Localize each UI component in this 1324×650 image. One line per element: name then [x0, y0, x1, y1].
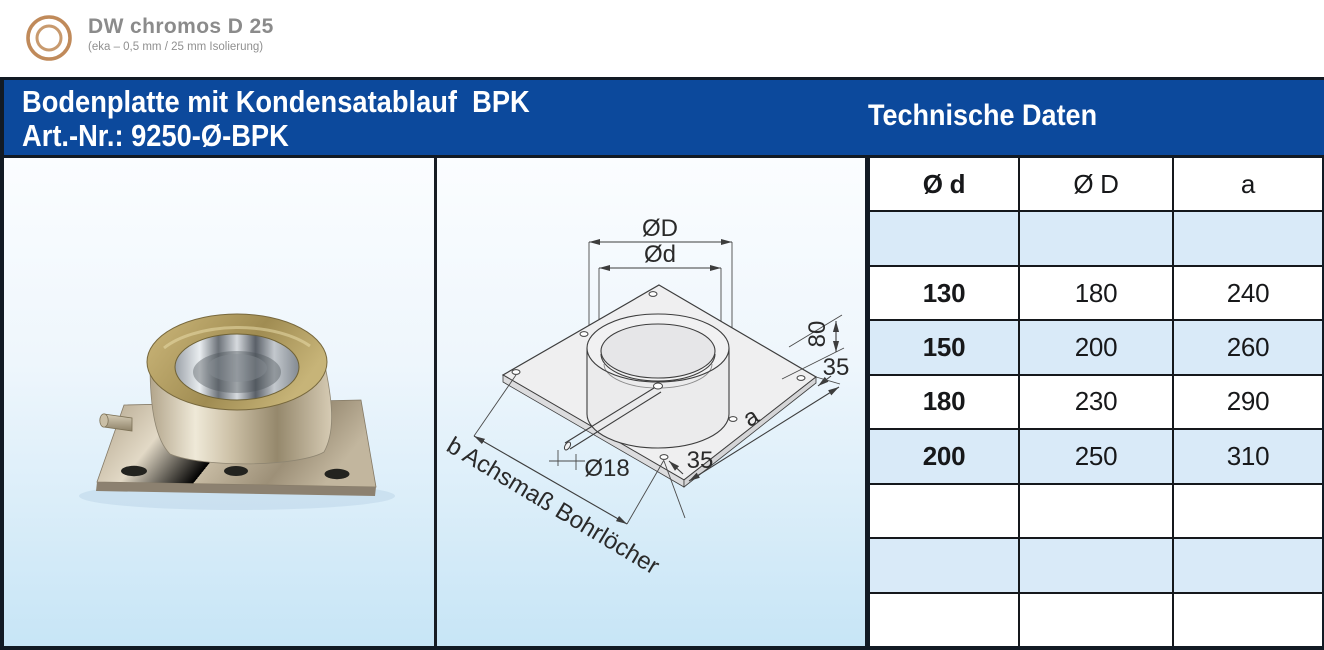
brand-bar: DW chromos D 25 (eka – 0,5 mm / 25 mm Is… — [0, 0, 1324, 77]
brand-subtitle: (eka – 0,5 mm / 25 mm Isolierung) — [88, 41, 264, 53]
table-cell — [870, 593, 1020, 646]
column-header-D: Ø D — [1020, 158, 1174, 211]
table-cell — [1174, 594, 1322, 646]
table-cell: 180 — [1020, 266, 1174, 320]
table-cell: 290 — [1226, 386, 1270, 417]
table-cell: 200 — [1020, 321, 1174, 374]
content-area: ØD Ød 80 35 a 35 Ø18 b Achsmaß Bohrlöche… — [0, 158, 1324, 650]
table-cell — [1174, 212, 1322, 264]
label-drain-diameter: Ø18 — [584, 455, 629, 482]
label-inner-diameter: Ød — [644, 241, 676, 268]
table-cell — [1174, 539, 1322, 591]
spec-table: Ø d Ø D a 130 180 240 150 200 260 180 — [870, 158, 1324, 646]
table-row: 180 230 290 — [870, 375, 1322, 431]
technical-data-title: Technische Daten — [868, 99, 1098, 132]
brand-name: DW chromos D 25 — [88, 15, 274, 38]
table-row — [870, 539, 1322, 594]
technical-drawing-panel: ØD Ød 80 35 a 35 Ø18 b Achsmaß Bohrlöche… — [437, 158, 870, 646]
article-number: Art.-Nr.: 9250-Ø-BPK — [22, 118, 289, 153]
label-collar-height: 80 — [804, 321, 831, 348]
table-row: 130 180 240 — [870, 266, 1322, 322]
table-cell — [1020, 539, 1174, 592]
table-header-row: Ø d Ø D a — [870, 158, 1322, 213]
label-corner-offset-bottom: 35 — [687, 447, 714, 474]
table-cell — [1020, 212, 1174, 265]
table-cell — [1174, 485, 1322, 537]
table-cell: 200 — [870, 430, 1020, 483]
table-cell: 260 — [1226, 332, 1270, 363]
technical-drawing: ØD Ød 80 35 a 35 Ø18 b Achsmaß Bohrlöche… — [442, 215, 850, 580]
table-row: 150 200 260 — [870, 321, 1322, 376]
label-outer-diameter: ØD — [642, 215, 678, 242]
table-row — [870, 484, 1322, 540]
product-photo-panel — [4, 158, 437, 646]
table-cell: 250 — [1020, 430, 1174, 483]
table-cell: 230 — [1020, 375, 1174, 429]
table-cell — [870, 212, 1020, 265]
table-cell — [870, 539, 1020, 592]
label-corner-offset-right: 35 — [823, 354, 850, 381]
table-cell — [1020, 484, 1174, 538]
table-row — [870, 212, 1322, 267]
column-header-d: Ø d — [870, 158, 1020, 211]
table-cell: 310 — [1226, 440, 1270, 471]
table-cell — [870, 484, 1020, 538]
table-row — [870, 593, 1322, 646]
column-header-a: a — [1240, 168, 1256, 199]
table-cell: 150 — [870, 321, 1020, 374]
table-cell: 130 — [870, 266, 1020, 320]
table-cell: 240 — [1226, 277, 1270, 308]
title-bar: Bodenplatte mit Kondensatablauf BPK Art.… — [0, 77, 1324, 158]
table-cell — [1020, 593, 1174, 646]
table-cell: 180 — [870, 375, 1020, 429]
table-row: 200 250 310 — [870, 430, 1322, 485]
product-photo — [79, 313, 395, 510]
product-title: Bodenplatte mit Kondensatablauf BPK — [22, 84, 530, 119]
brand-logo-rings-icon — [26, 15, 72, 61]
